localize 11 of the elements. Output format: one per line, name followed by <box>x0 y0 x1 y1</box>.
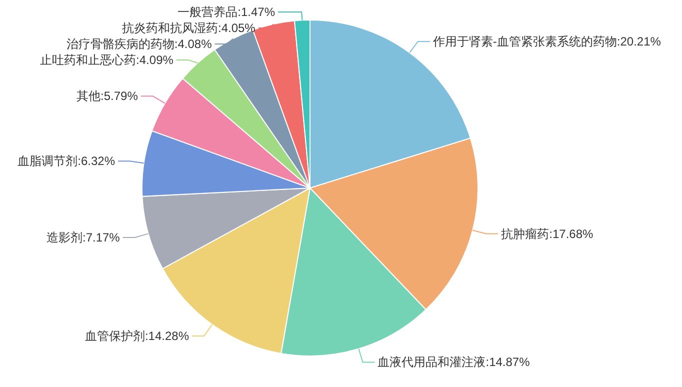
slice-label: 血管保护剂:14.28% <box>84 328 190 343</box>
slice-label: 治疗骨骼疾病的药物:4.08% <box>66 37 212 51</box>
slice-label: 作用于肾素-血管紧张素系统的药物:20.21% <box>432 34 662 48</box>
slice-label: 抗肿瘤药:17.68% <box>501 226 594 241</box>
slice-label: 抗炎药和抗风湿药:4.05% <box>122 21 256 35</box>
slice-label: 造影剂:7.17% <box>46 230 120 244</box>
slice-label: 一般营养品:1.47% <box>178 5 276 19</box>
slice-label: 血脂调节剂:6.32% <box>18 154 116 168</box>
slice-label: 其他:5.79% <box>76 89 138 104</box>
slice-label: 止吐药和止恶心药:4.09% <box>40 53 174 67</box>
slice-label: 血液代用品和灌注液:14.87% <box>378 355 530 370</box>
